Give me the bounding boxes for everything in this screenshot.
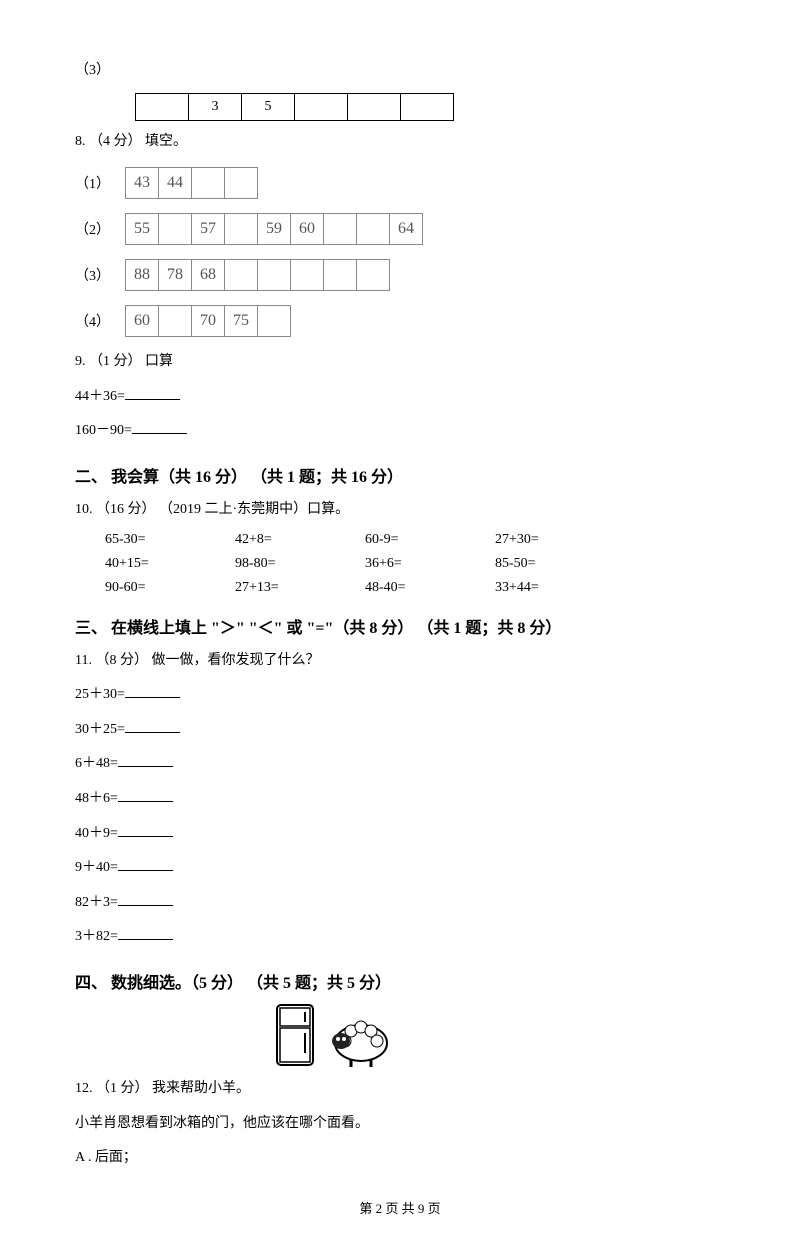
- q12-option-a: A . 后面；: [75, 1145, 725, 1172]
- sheep-icon: [323, 1013, 393, 1068]
- table-cell: 75: [225, 306, 258, 337]
- table-cell: 3: [189, 93, 242, 120]
- table-cell: [348, 93, 401, 120]
- table-cell: [258, 306, 291, 337]
- q8-row-label: （2）: [75, 219, 125, 239]
- q11-item: 48＋6=: [75, 786, 725, 813]
- calc-cell: 48-40=: [365, 580, 495, 596]
- table-cell: 57: [192, 214, 225, 245]
- q8-row-label: （4）: [75, 311, 125, 331]
- table-cell: [225, 168, 258, 199]
- calc-cell: 40+15=: [105, 556, 235, 572]
- table-cell: [357, 260, 390, 291]
- q7-3-label: （3）: [75, 58, 725, 85]
- q11-item: 82＋3=: [75, 890, 725, 917]
- table-cell: [159, 306, 192, 337]
- table-cell: [192, 168, 225, 199]
- table-cell: [291, 260, 324, 291]
- calc-cell: 65-30=: [105, 532, 235, 548]
- calc-cell: 42+8=: [235, 532, 365, 548]
- q11-header: 11. （8 分） 做一做，看你发现了什么？: [75, 648, 725, 675]
- table-cell: [357, 214, 390, 245]
- calc-cell: 27+30=: [495, 532, 625, 548]
- q8-row-label: （1）: [75, 173, 125, 193]
- q12-line: 小羊肖恩想看到冰箱的门，他应该在哪个面看。: [75, 1111, 725, 1138]
- q8-table-0: 4344: [125, 167, 258, 199]
- table-cell: [136, 93, 189, 120]
- q10-header: 10. （16 分） （2019 二上·东莞期中）口算。: [75, 497, 725, 524]
- table-cell: [401, 93, 454, 120]
- q11-item: 30＋25=: [75, 717, 725, 744]
- table-cell: 60: [126, 306, 159, 337]
- table-cell: 88: [126, 260, 159, 291]
- fridge-icon: [275, 1003, 315, 1068]
- q10-grid: 65-30=42+8=60-9=27+30= 40+15=98-80=36+6=8…: [105, 532, 725, 596]
- table-cell: 43: [126, 168, 159, 199]
- table-cell: 55: [126, 214, 159, 245]
- table-cell: [324, 260, 357, 291]
- calc-cell: 36+6=: [365, 556, 495, 572]
- q11-item: 25＋30=: [75, 682, 725, 709]
- q12-header: 12. （1 分） 我来帮助小羊。: [75, 1076, 725, 1103]
- q7-3-table: 35: [135, 93, 454, 121]
- table-cell: [225, 214, 258, 245]
- q9-item-1: 160－90=: [75, 418, 725, 445]
- table-cell: [324, 214, 357, 245]
- q11-item: 3＋82=: [75, 924, 725, 951]
- q11-item: 9＋40=: [75, 855, 725, 882]
- table-cell: [225, 260, 258, 291]
- q9-item-0: 44＋36=: [75, 384, 725, 411]
- calc-cell: 27+13=: [235, 580, 365, 596]
- calc-cell: 60-9=: [365, 532, 495, 548]
- table-cell: 64: [390, 214, 423, 245]
- section4-title: 四、 数挑细选。（5 分） （共 5 题；共 5 分）: [75, 969, 725, 993]
- table-cell: 5: [242, 93, 295, 120]
- table-cell: 68: [192, 260, 225, 291]
- q8-table-2: 887868: [125, 259, 390, 291]
- table-cell: 78: [159, 260, 192, 291]
- q8-table-3: 60 7075: [125, 305, 291, 337]
- table-cell: [159, 214, 192, 245]
- page-footer: 第 2 页 共 9 页: [75, 1198, 725, 1217]
- section3-title: 三、 在横线上填上 "＞" "＜" 或 "="（共 8 分） （共 1 题；共 …: [75, 614, 725, 638]
- q11-item: 40＋9=: [75, 821, 725, 848]
- q11-item: 6＋48=: [75, 751, 725, 778]
- calc-cell: 98-80=: [235, 556, 365, 572]
- q9-header: 9. （1 分） 口算: [75, 349, 725, 376]
- calc-cell: 85-50=: [495, 556, 625, 572]
- calc-cell: 90-60=: [105, 580, 235, 596]
- calc-cell: 33+44=: [495, 580, 625, 596]
- q12-images: [275, 1003, 725, 1068]
- table-cell: 60: [291, 214, 324, 245]
- section2-title: 二、 我会算（共 16 分） （共 1 题；共 16 分）: [75, 463, 725, 487]
- q8-table-1: 55 57 5960 64: [125, 213, 423, 245]
- table-cell: 59: [258, 214, 291, 245]
- table-cell: [258, 260, 291, 291]
- q8-header: 8. （4 分） 填空。: [75, 129, 725, 156]
- table-cell: 44: [159, 168, 192, 199]
- q8-row-label: （3）: [75, 265, 125, 285]
- table-cell: 70: [192, 306, 225, 337]
- table-cell: [295, 93, 348, 120]
